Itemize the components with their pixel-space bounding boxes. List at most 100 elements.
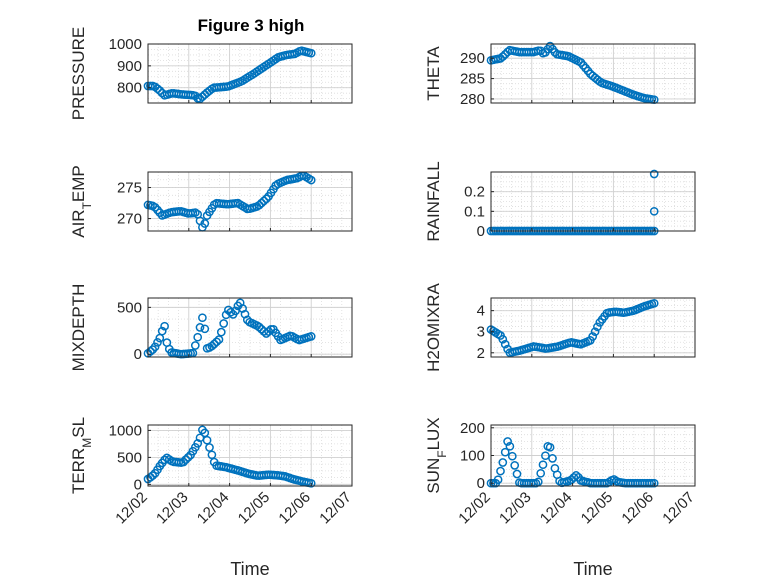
data-point <box>195 323 205 332</box>
data-point <box>498 334 508 344</box>
ytick-label: 1000 <box>109 36 142 53</box>
data-point <box>259 196 269 206</box>
ytick-label: 500 <box>117 449 142 466</box>
subplot-terr-msl: 0 500 1000 12/02 12/03 12/04 12/05 12/06 12/07 Ti… <box>69 417 355 579</box>
subplot-rainfall: 0 0.1 0.2 RAINFALL <box>424 161 696 242</box>
data-point <box>219 319 229 328</box>
subplot-mixdepth: 0 500 MIXDEPTH <box>69 284 353 372</box>
ytick-label: 500 <box>117 299 142 316</box>
ytick-label: 800 <box>117 80 142 97</box>
ytick-label: 0 <box>134 346 142 363</box>
axes-box <box>490 171 696 232</box>
data-point <box>512 469 522 479</box>
data-point <box>498 52 508 61</box>
axes-box <box>147 297 353 358</box>
yaxis-label: TERRMSL <box>69 417 94 494</box>
ytick-label: 285 <box>460 71 485 88</box>
data-point <box>533 477 543 487</box>
xtick-label: 12/06 <box>275 489 314 528</box>
xtick-label: 12/07 <box>659 489 698 528</box>
data-point <box>536 468 546 478</box>
subplot-pressure: 800 900 1000 PRESSURE <box>69 27 353 121</box>
xtick-label: 12/04 <box>537 489 576 528</box>
ytick-label: 270 <box>117 211 142 228</box>
plot-area <box>148 44 352 103</box>
yaxis-label: MIXDEPTH <box>69 284 88 372</box>
plot-area <box>148 298 352 357</box>
data-point <box>198 313 207 323</box>
data-point <box>545 442 555 452</box>
xtick-label: 12/04 <box>194 489 233 528</box>
data-point <box>150 342 160 352</box>
ytick-label: 0 <box>477 223 485 240</box>
ytick-label: 0.1 <box>464 203 485 220</box>
ytick-label: 2 <box>477 345 485 362</box>
xaxis-label: Time <box>573 559 612 579</box>
xtick-label: 12/05 <box>235 489 274 528</box>
yaxis-label: THETA <box>424 46 443 101</box>
xtick-label: 12/03 <box>496 489 535 528</box>
data-point <box>590 327 600 337</box>
data-point <box>505 441 515 451</box>
data-point <box>216 327 226 337</box>
ylabel-subscript: T <box>80 201 94 209</box>
data-point <box>548 454 557 463</box>
data-point <box>157 326 167 336</box>
ylabel-part: LUX <box>424 417 443 450</box>
data-point <box>257 198 266 208</box>
data-point <box>649 298 659 308</box>
ylabel-part: EMP <box>69 165 88 202</box>
data-point <box>306 332 316 341</box>
data-point <box>195 94 205 104</box>
data-point <box>209 339 219 349</box>
ylabel-part: SUN <box>424 458 443 494</box>
ylabel-part: AIR <box>69 209 88 237</box>
data-point <box>212 337 221 347</box>
data-point <box>571 471 581 480</box>
data-point <box>306 478 316 488</box>
data-point <box>153 338 162 347</box>
data-point <box>148 471 158 480</box>
data-point <box>541 451 550 461</box>
data-point <box>207 450 217 460</box>
data-point <box>160 321 169 331</box>
data-point <box>593 322 602 332</box>
data-point <box>496 466 505 476</box>
ytick-label: 0 <box>477 475 485 492</box>
ytick-label: 4 <box>477 303 485 320</box>
ylabel-subscript: F <box>435 450 449 457</box>
yaxis-label: PRESSURE <box>69 27 88 121</box>
xtick-label: 12/06 <box>618 489 657 528</box>
axes-box <box>147 171 353 232</box>
data-point <box>200 219 210 228</box>
xtick-label: 12/02 <box>455 489 494 528</box>
data-point <box>207 341 217 351</box>
axes-box <box>490 43 696 104</box>
data-point <box>179 457 188 467</box>
subplot-air-temp: 270 275 AIRTEMP <box>69 165 353 238</box>
data-point <box>507 451 517 461</box>
data-point <box>254 322 264 332</box>
xtick-label: 12/05 <box>578 489 617 528</box>
data-point <box>181 455 191 464</box>
data-point <box>306 175 316 185</box>
data-point <box>649 169 659 179</box>
data-point <box>510 461 520 470</box>
data-point <box>649 206 659 216</box>
xtick-label: 12/07 <box>316 489 355 528</box>
data-point <box>202 435 212 445</box>
data-point <box>588 332 598 341</box>
data-point <box>153 84 162 94</box>
data-point <box>254 200 264 210</box>
xtick-label: 12/02 <box>112 489 151 528</box>
ytick-label: 100 <box>460 448 485 465</box>
data-point <box>493 475 503 485</box>
subplot-h2omixra: 2 3 4 H2OMIXRA <box>424 282 696 372</box>
yaxis-label: RAINFALL <box>424 161 443 241</box>
data-point <box>200 428 210 438</box>
data-point <box>649 478 659 488</box>
ytick-label: 0 <box>134 476 142 493</box>
data-point <box>498 458 508 467</box>
ylabel-part: TERR <box>69 448 88 494</box>
yaxis-label: SUNFLUX <box>424 417 449 493</box>
